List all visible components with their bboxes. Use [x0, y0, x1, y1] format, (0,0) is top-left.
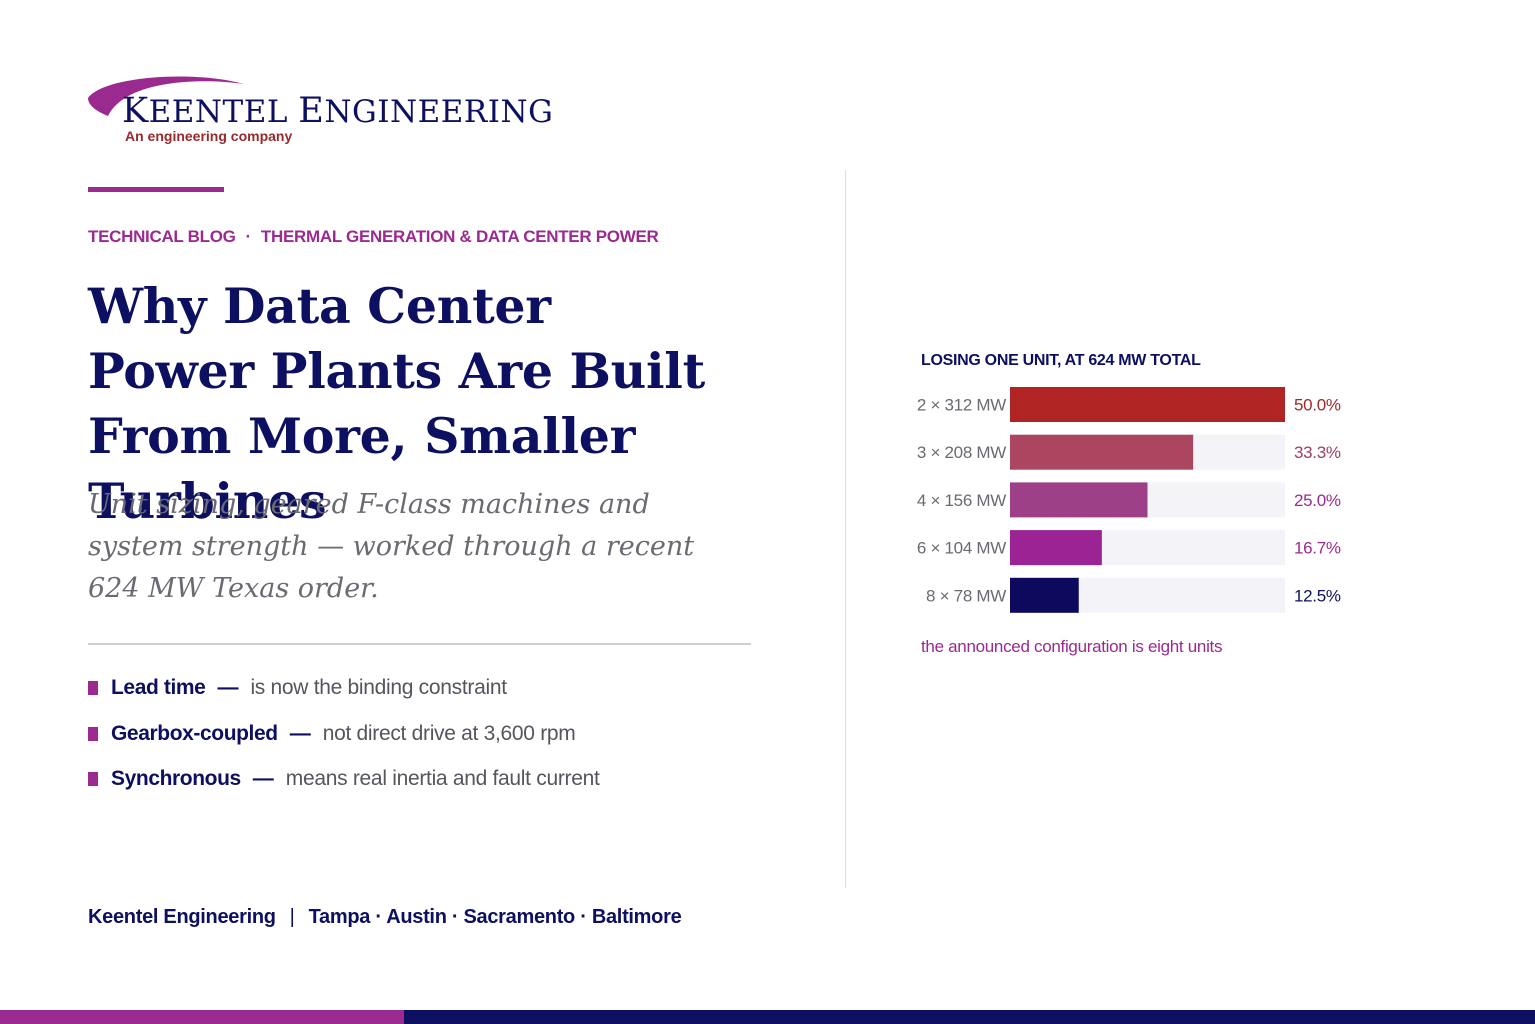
list-item: Gearbox-coupled — not direct drive at 3,… — [88, 718, 788, 750]
bullet-term: Synchronous — [111, 767, 241, 790]
article-kicker: TECHNICAL BLOG · THERMAL GENERATION & DATA… — [88, 226, 659, 248]
key-points-list: Lead time — is now the binding constrain… — [88, 672, 788, 809]
company-logo-wordmark: KEENTEL ENGINEERING — [122, 91, 554, 131]
category-label: 8 × 78 MW — [926, 586, 1006, 605]
bar-chart: 2 × 312 MW 50.0% 3 × 208 MW 33.3% 4 × 156 MW… — [917, 387, 1341, 613]
data-label: 12.5% — [1294, 586, 1341, 605]
category-label: 3 × 208 MW — [917, 443, 1006, 462]
category-label: 6 × 104 MW — [917, 539, 1006, 558]
logo-swoosh-icon — [88, 76, 244, 116]
divider — [88, 643, 751, 645]
footer-locations: Tampa · Austin · Sacramento · Baltimore — [308, 906, 682, 928]
data-label: 33.3% — [1294, 443, 1341, 462]
bullet-term: Gearbox-coupled — [111, 721, 278, 745]
category-label: 2 × 312 MW — [917, 396, 1006, 415]
bullet-description: is now the binding constraint — [250, 676, 507, 699]
footer: Keentel Engineering | Tampa · Austin · Sac… — [88, 903, 682, 931]
bullet-dash: — — [289, 721, 311, 745]
square-bullet-icon — [88, 681, 98, 695]
bullet-dash: — — [217, 676, 239, 699]
bullet-term: Lead time — [111, 676, 206, 699]
bullet-description: not direct drive at 3,600 rpm — [322, 721, 576, 745]
data-label: 50.0% — [1294, 396, 1341, 415]
bottom-accent-bar-navy — [404, 1010, 1535, 1024]
bullet-description: means real inertia and fault current — [285, 767, 600, 790]
bar — [1010, 387, 1285, 422]
column-divider — [845, 170, 846, 888]
page-title: Why Data Center Power Plants Are Built F… — [88, 277, 705, 530]
data-label: 25.0% — [1294, 491, 1341, 510]
square-bullet-icon — [88, 726, 98, 741]
category-label: 4 × 156 MW — [917, 491, 1006, 510]
bullet-dash: — — [252, 767, 274, 790]
list-item: Synchronous — means real inertia and fau… — [88, 763, 788, 795]
kicker-section: TECHNICAL BLOG — [88, 227, 236, 246]
bar — [1010, 530, 1102, 566]
kicker-topic: THERMAL GENERATION & DATA CENTER POWER — [260, 227, 659, 246]
page-subtitle: Unit sizing, geared F-class machines and… — [88, 489, 695, 604]
data-label: 16.7% — [1294, 539, 1341, 558]
bar — [1010, 434, 1194, 470]
kicker-separator: · — [245, 227, 252, 246]
list-item: Lead time — is now the binding constrain… — [88, 672, 788, 704]
company-tagline: An engineering company — [125, 128, 293, 144]
accent-rule — [88, 187, 224, 192]
square-bullet-icon — [88, 772, 98, 786]
footer-company: Keentel Engineering — [88, 906, 276, 928]
chart-annotation: the announced configuration is eight uni… — [921, 637, 1223, 656]
bottom-accent-bar-magenta — [0, 1010, 404, 1024]
footer-separator: | — [289, 906, 295, 928]
bar — [1010, 577, 1079, 613]
chart-title: LOSING ONE UNIT, AT 624 MW TOTAL — [921, 352, 1201, 369]
bar — [1010, 482, 1148, 518]
